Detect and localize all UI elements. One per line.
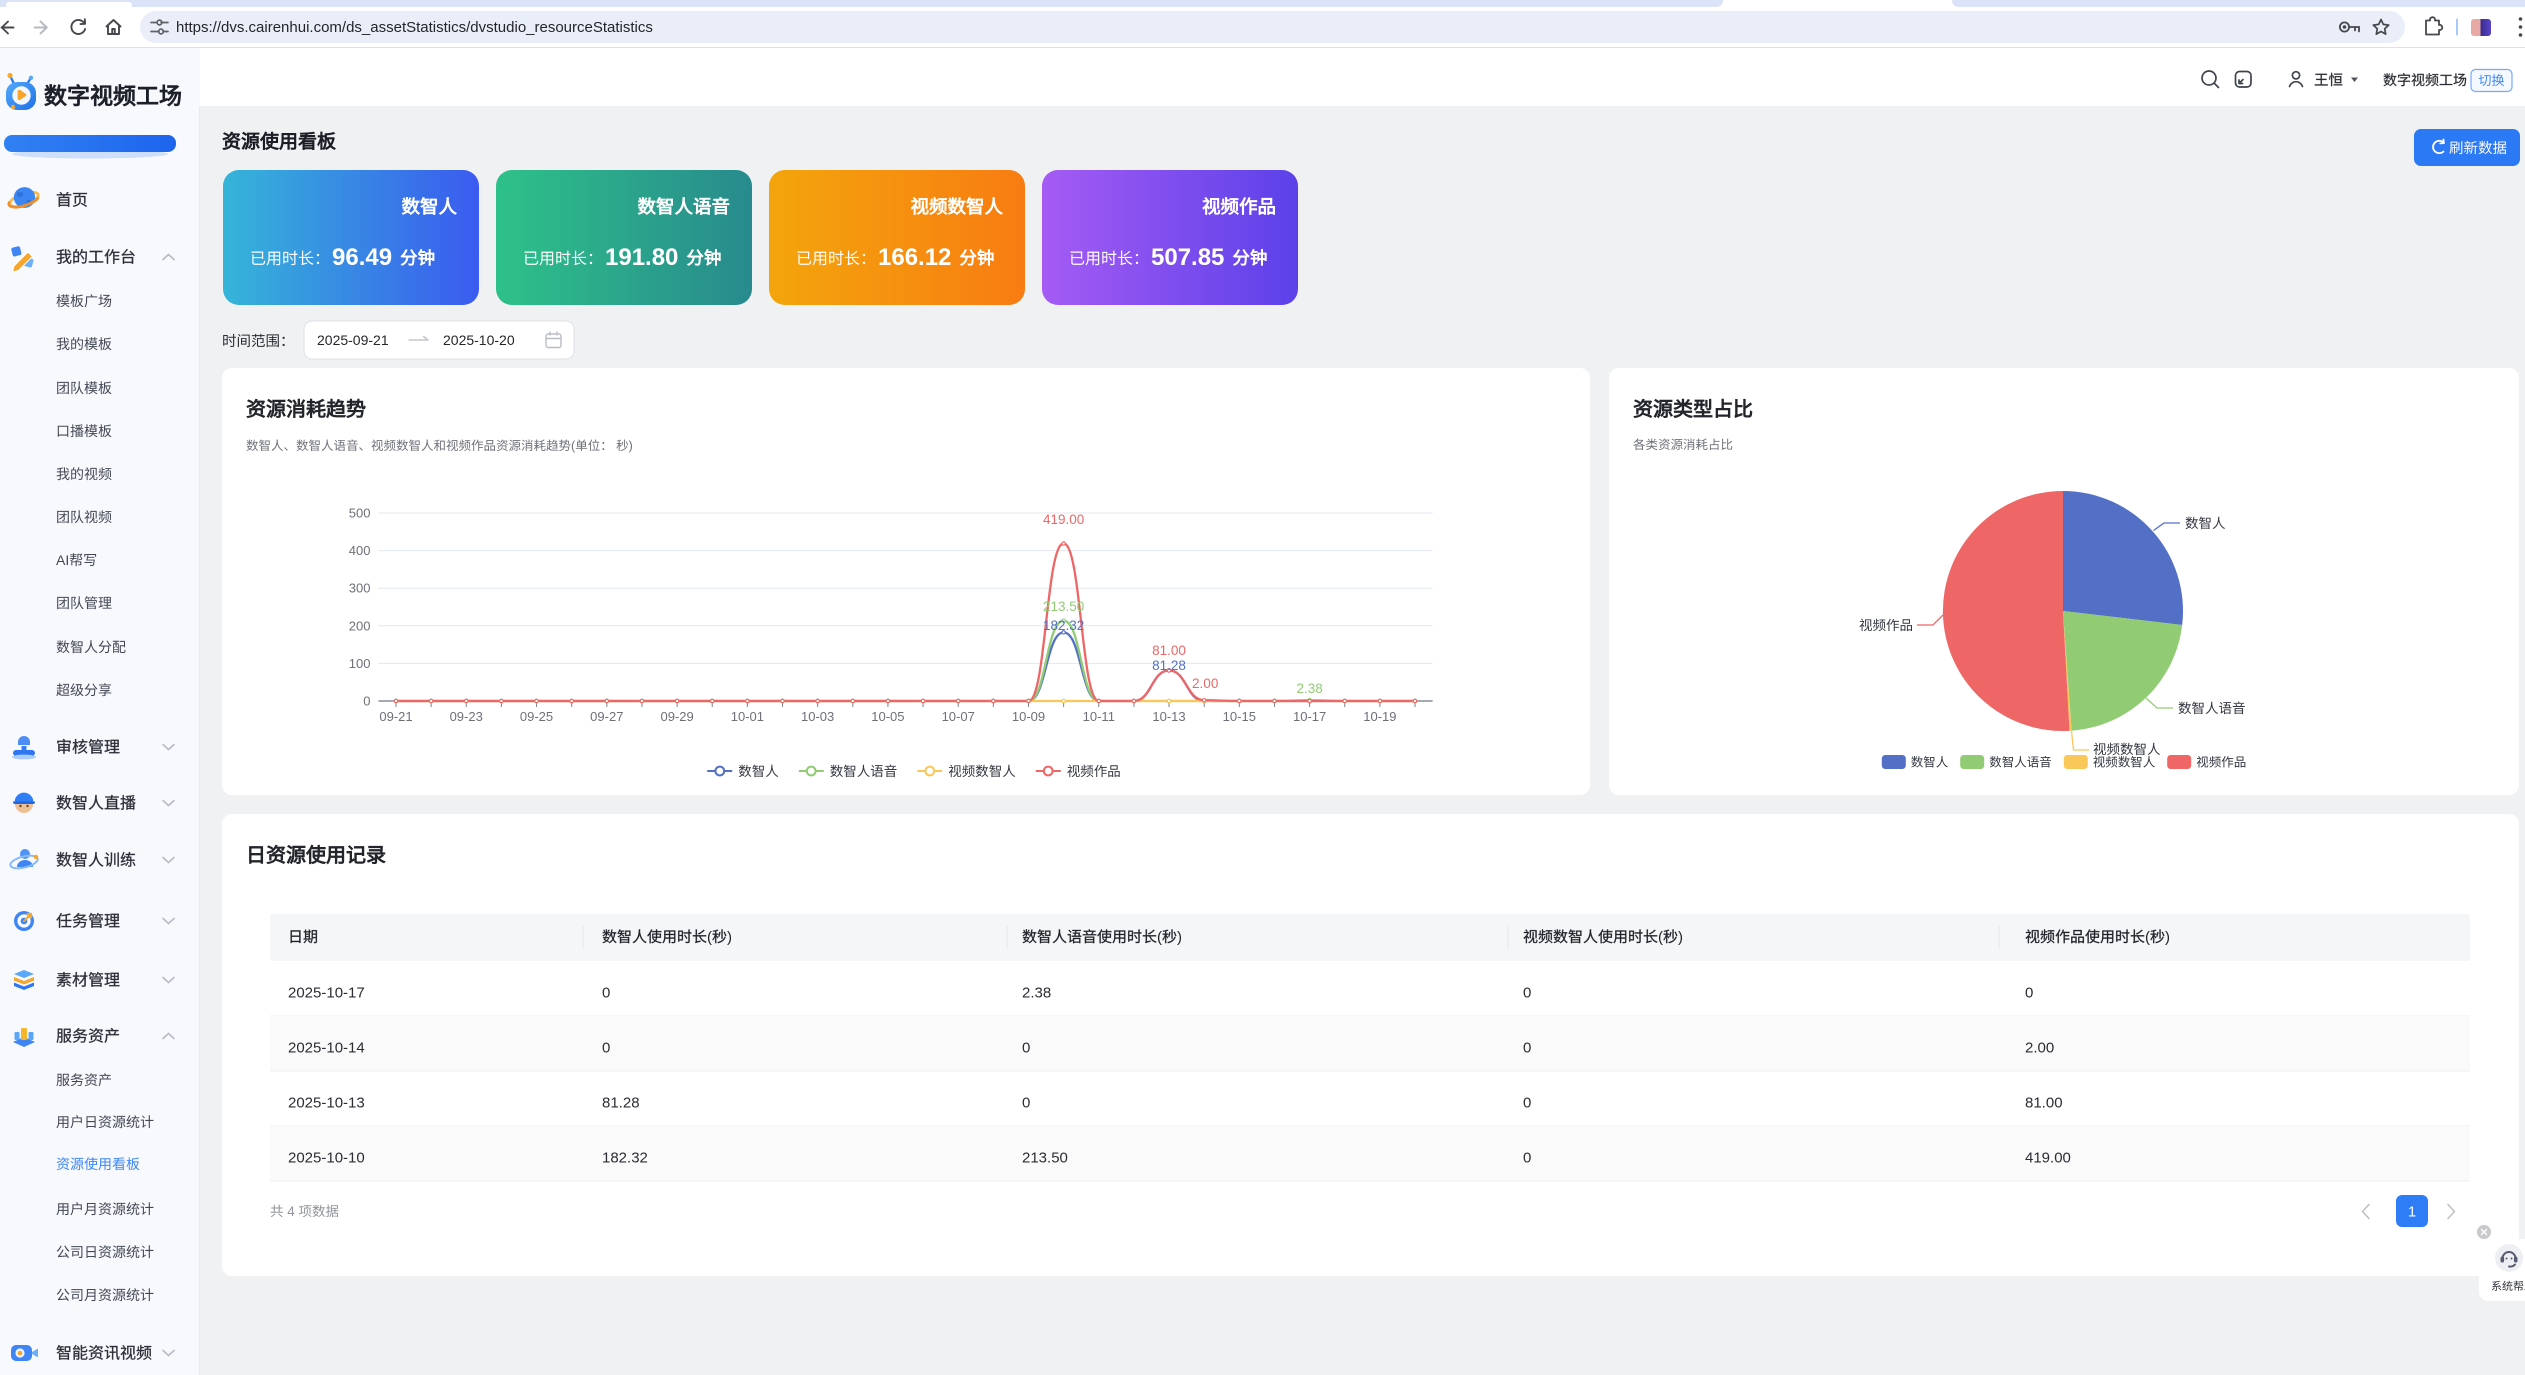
svg-text:10-07: 10-07 bbox=[942, 709, 975, 724]
svg-text:10-17: 10-17 bbox=[1293, 709, 1326, 724]
svg-text:0: 0 bbox=[602, 985, 610, 1002]
svg-text:): ) bbox=[1177, 929, 1182, 946]
svg-text:200: 200 bbox=[349, 618, 371, 633]
svg-text:2025-10-20: 2025-10-20 bbox=[443, 332, 515, 348]
svg-text:): ) bbox=[2165, 929, 2170, 946]
svg-text:): ) bbox=[727, 929, 732, 946]
svg-text:0: 0 bbox=[363, 694, 370, 709]
svg-text:09-27: 09-27 bbox=[590, 709, 623, 724]
svg-text:AI: AI bbox=[56, 552, 69, 568]
svg-text:191.80: 191.80 bbox=[605, 244, 678, 271]
svg-text:2025-10-17: 2025-10-17 bbox=[288, 985, 365, 1002]
svg-text:2.00: 2.00 bbox=[2025, 1040, 2054, 1057]
svg-text:10-11: 10-11 bbox=[1083, 709, 1115, 724]
svg-text:2.38: 2.38 bbox=[1296, 681, 1322, 696]
svg-text:2025-10-10: 2025-10-10 bbox=[288, 1150, 365, 1167]
svg-text:182.32: 182.32 bbox=[602, 1150, 648, 1167]
svg-text:0: 0 bbox=[1022, 1040, 1030, 1057]
svg-text:2.00: 2.00 bbox=[1192, 676, 1218, 691]
svg-text:419.00: 419.00 bbox=[2025, 1150, 2071, 1167]
svg-text:(: ( bbox=[1157, 929, 1162, 946]
svg-text:0: 0 bbox=[2025, 985, 2033, 1002]
svg-text:0: 0 bbox=[1523, 1095, 1531, 1112]
svg-text:1: 1 bbox=[2408, 1204, 2416, 1221]
svg-text:10-01: 10-01 bbox=[731, 709, 764, 724]
svg-text:419.00: 419.00 bbox=[1043, 512, 1084, 527]
svg-text:182.32: 182.32 bbox=[1043, 618, 1084, 633]
svg-text:10-05: 10-05 bbox=[871, 709, 904, 724]
svg-text:213.50: 213.50 bbox=[1022, 1150, 1068, 1167]
svg-text:0: 0 bbox=[1022, 1095, 1030, 1112]
svg-text:507.85: 507.85 bbox=[1151, 244, 1224, 271]
svg-text:): ) bbox=[629, 439, 633, 453]
svg-text:0: 0 bbox=[602, 1040, 610, 1057]
svg-text:(: ( bbox=[707, 929, 712, 946]
svg-text:09-21: 09-21 bbox=[379, 709, 412, 724]
svg-text:09-25: 09-25 bbox=[520, 709, 553, 724]
svg-text:10-03: 10-03 bbox=[801, 709, 834, 724]
svg-text:2025-10-14: 2025-10-14 bbox=[288, 1040, 365, 1057]
svg-text:2.38: 2.38 bbox=[1022, 985, 1051, 1002]
svg-text:10-15: 10-15 bbox=[1223, 709, 1256, 724]
svg-text:300: 300 bbox=[349, 581, 371, 596]
svg-text:10-09: 10-09 bbox=[1012, 709, 1045, 724]
svg-text:81.28: 81.28 bbox=[1152, 658, 1186, 673]
svg-text:81.00: 81.00 bbox=[2025, 1095, 2063, 1112]
svg-text:09-23: 09-23 bbox=[450, 709, 483, 724]
svg-text:0: 0 bbox=[1523, 1150, 1531, 1167]
svg-text:2025-09-21: 2025-09-21 bbox=[317, 332, 389, 348]
svg-text:213.50: 213.50 bbox=[1043, 599, 1084, 614]
svg-text:400: 400 bbox=[349, 543, 371, 558]
svg-text:09-29: 09-29 bbox=[660, 709, 693, 724]
svg-text:10-13: 10-13 bbox=[1152, 709, 1185, 724]
svg-text:2025-10-13: 2025-10-13 bbox=[288, 1095, 365, 1112]
svg-text:): ) bbox=[1678, 929, 1683, 946]
svg-text:(: ( bbox=[2145, 929, 2150, 946]
svg-text:500: 500 bbox=[349, 506, 371, 521]
svg-text:4: 4 bbox=[284, 1204, 299, 1219]
svg-text:10-19: 10-19 bbox=[1363, 709, 1396, 724]
svg-text:https://dvs.cairenhui.com/ds_a: https://dvs.cairenhui.com/ds_assetStatis… bbox=[176, 19, 653, 36]
svg-text:0: 0 bbox=[1523, 985, 1531, 1002]
svg-text:100: 100 bbox=[349, 656, 371, 671]
svg-text:96.49: 96.49 bbox=[332, 244, 392, 271]
svg-text:(: ( bbox=[1658, 929, 1663, 946]
svg-text:(: ( bbox=[571, 439, 576, 453]
svg-text:0: 0 bbox=[1523, 1040, 1531, 1057]
svg-text:81.00: 81.00 bbox=[1152, 643, 1186, 658]
svg-text:166.12: 166.12 bbox=[878, 244, 951, 271]
svg-text:81.28: 81.28 bbox=[602, 1095, 640, 1112]
